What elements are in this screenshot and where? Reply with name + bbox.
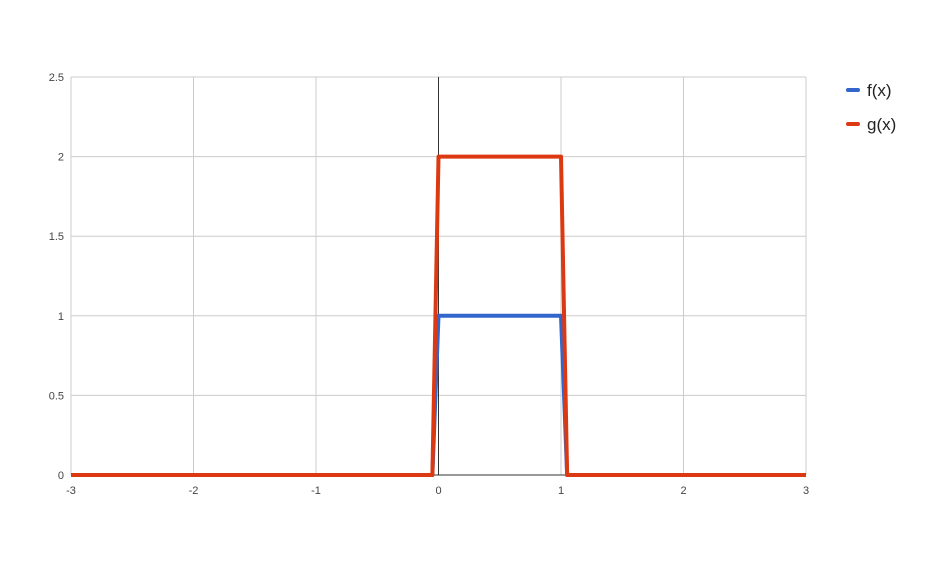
- x-tick-label: 0: [435, 485, 441, 497]
- x-tick-label: -1: [311, 485, 321, 497]
- x-tick-label: -3: [66, 485, 76, 497]
- x-tick-label: 2: [680, 485, 686, 497]
- y-tick-label: 1: [58, 311, 64, 323]
- y-tick-label: 1.5: [49, 231, 64, 243]
- x-tick-label: 3: [803, 485, 809, 497]
- y-tick-label: 2: [58, 152, 64, 164]
- y-axis-tick-labels: 0 0.5 1 1.5 2 2.5: [49, 72, 64, 482]
- y-tick-label: 0: [58, 470, 64, 482]
- legend: f(x) g(x): [846, 81, 896, 134]
- x-axis-tick-labels: -3 -2 -1 0 1 2 3: [66, 485, 809, 497]
- x-tick-label: 1: [558, 485, 564, 497]
- y-tick-label: 2.5: [49, 72, 64, 84]
- x-tick-label: -2: [189, 485, 199, 497]
- series-line-1: [71, 154, 806, 477]
- legend-label-0: f(x): [867, 81, 892, 100]
- legend-label-1: g(x): [867, 115, 896, 134]
- series-layer: [71, 154, 806, 477]
- y-tick-label: 0.5: [49, 390, 64, 402]
- y-axis-zero-line: [71, 77, 806, 476]
